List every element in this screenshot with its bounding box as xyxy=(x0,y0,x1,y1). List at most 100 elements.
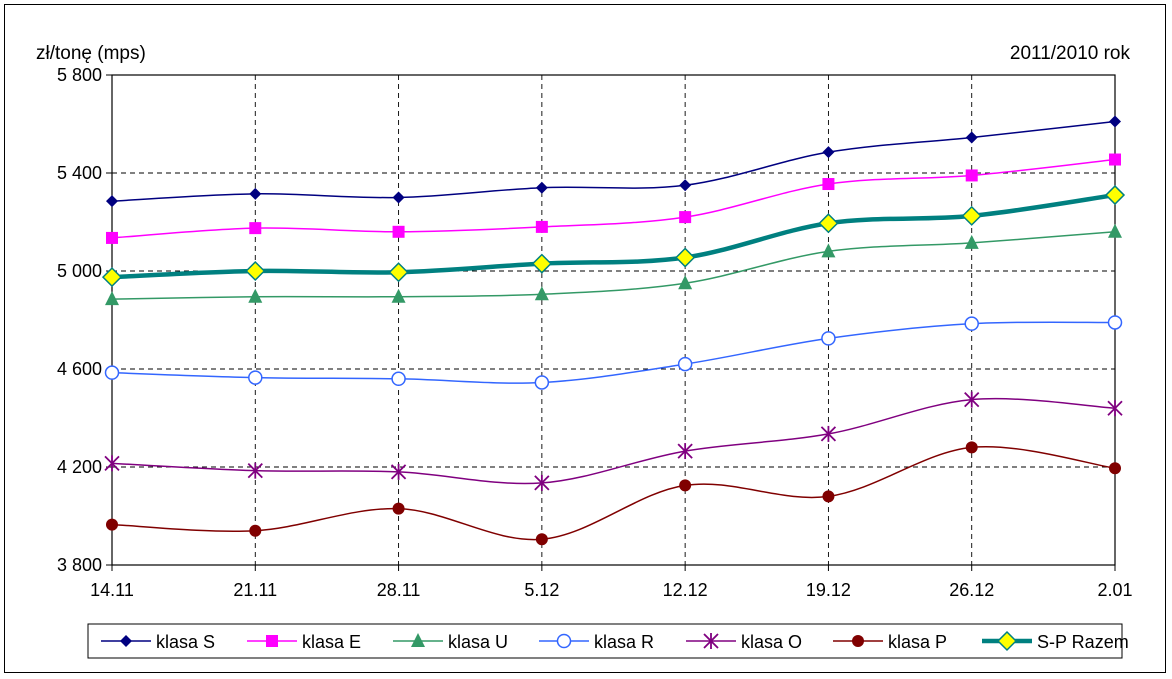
legend-label: klasa R xyxy=(594,632,654,652)
legend-label: klasa E xyxy=(302,632,361,652)
legend-label: klasa O xyxy=(741,632,802,652)
data-point-klasa-r xyxy=(677,356,693,372)
legend-item-klasa-e: klasa E xyxy=(247,632,361,652)
data-point-klasa-p xyxy=(1109,462,1121,475)
data-point-klasa-u xyxy=(534,286,549,301)
x-tick-label: 12.12 xyxy=(663,580,708,600)
data-point-klasa-s xyxy=(106,195,118,208)
data-point-klasa-e xyxy=(1109,153,1121,166)
data-point-klasa-s xyxy=(965,131,978,144)
data-point-klasa-r xyxy=(104,365,120,380)
data-point-s-p-razem xyxy=(101,267,123,288)
data-point-klasa-r xyxy=(248,370,263,385)
data-point-klasa-e xyxy=(679,211,692,224)
series-group xyxy=(101,115,1126,546)
data-point-klasa-u xyxy=(391,288,406,303)
legend-label: S-P Razem xyxy=(1037,632,1129,652)
legend: klasa S klasa E klasa U klasa R klasa O klasa… xyxy=(101,630,1129,652)
series-line-klasa-s xyxy=(111,120,1116,202)
data-point-klasa-e xyxy=(249,222,262,235)
annotation-year: 2011/2010 rok xyxy=(1010,43,1131,64)
series-klasa-o xyxy=(104,391,1123,491)
data-point-klasa-e xyxy=(535,220,548,233)
series-line-klasa-e xyxy=(111,158,1116,239)
x-tick-label: 19.12 xyxy=(806,580,851,600)
data-point-klasa-e xyxy=(822,178,835,191)
data-point-s-p-razem xyxy=(675,247,696,268)
data-point-klasa-e xyxy=(965,169,978,182)
data-point-klasa-s xyxy=(535,181,548,194)
data-point-klasa-o xyxy=(390,463,407,480)
data-point-klasa-o xyxy=(247,462,263,479)
data-point-klasa-r xyxy=(1107,315,1123,330)
legend-label: klasa S xyxy=(156,632,215,652)
data-point-klasa-u xyxy=(678,275,693,290)
data-point-s-p-razem xyxy=(961,205,982,226)
legend-swatch-marker xyxy=(996,630,1018,652)
series-line-klasa-u xyxy=(111,231,1116,300)
data-point-klasa-o xyxy=(677,443,693,460)
data-point-klasa-s xyxy=(679,179,692,192)
y-tick-label: 5 000 xyxy=(57,261,102,281)
legend-item-klasa-o: klasa O xyxy=(686,632,802,652)
legend-swatch-marker xyxy=(120,635,132,647)
data-point-klasa-r xyxy=(821,331,836,346)
data-point-klasa-s xyxy=(249,187,262,200)
data-point-klasa-s xyxy=(392,191,405,204)
x-tick-label: 21.11 xyxy=(233,580,277,600)
data-point-klasa-r xyxy=(534,375,550,390)
legend-swatch-marker xyxy=(703,633,719,649)
data-point-klasa-u xyxy=(821,243,836,258)
data-point-klasa-e xyxy=(392,225,405,238)
legend-swatch-marker xyxy=(411,633,425,647)
series-klasa-u xyxy=(105,223,1122,306)
legend-item-s-p-razem: S-P Razem xyxy=(982,630,1129,652)
axes: 3 800 4 200 4 600 5 000 5 400 5 800 14.11 21.11… xyxy=(57,65,1133,600)
data-point-klasa-u xyxy=(1108,223,1122,238)
data-point-klasa-e xyxy=(106,231,118,244)
data-point-klasa-p xyxy=(679,479,692,492)
data-point-s-p-razem xyxy=(245,260,266,282)
series-klasa-p xyxy=(106,441,1121,546)
series-klasa-s xyxy=(106,115,1121,208)
legend-swatch-marker xyxy=(266,635,278,647)
x-tick-label: 14.11 xyxy=(90,580,134,600)
data-point-klasa-u xyxy=(964,234,979,249)
data-point-klasa-o xyxy=(820,425,837,442)
data-point-klasa-p xyxy=(392,502,405,515)
plot-area xyxy=(111,74,1116,566)
data-point-klasa-r xyxy=(964,316,979,331)
series-klasa-e xyxy=(106,153,1121,244)
series-klasa-r xyxy=(104,315,1123,390)
data-point-s-p-razem xyxy=(818,213,839,234)
data-point-klasa-o xyxy=(104,455,120,472)
series-s-p-razem xyxy=(101,184,1126,288)
y-tick-label: 4 600 xyxy=(57,359,102,379)
x-tick-label: 5.12 xyxy=(524,580,559,600)
legend-swatch-marker xyxy=(556,633,572,649)
data-point-klasa-p xyxy=(965,441,978,454)
y-axis-label: zł/tonę (mps) xyxy=(36,43,146,64)
data-point-klasa-o xyxy=(534,474,550,491)
data-point-klasa-p xyxy=(535,533,548,546)
legend-item-klasa-s: klasa S xyxy=(101,632,215,652)
x-tick-label: 28.11 xyxy=(377,580,421,600)
data-point-klasa-p xyxy=(106,518,118,531)
data-point-klasa-p xyxy=(249,524,262,537)
data-point-klasa-r xyxy=(391,371,406,387)
legend-item-klasa-p: klasa P xyxy=(833,632,947,652)
legend-label: klasa U xyxy=(448,632,508,652)
data-point-klasa-p xyxy=(822,490,835,503)
series-line-klasa-p xyxy=(111,446,1116,541)
series-line-klasa-r xyxy=(111,321,1116,384)
data-point-klasa-s xyxy=(822,146,835,159)
legend-swatch-marker xyxy=(852,635,864,647)
data-point-s-p-razem xyxy=(388,262,409,283)
data-point-klasa-o xyxy=(964,391,980,408)
y-tick-label: 3 800 xyxy=(57,555,102,575)
series-line-klasa-o xyxy=(111,397,1116,485)
data-point-klasa-s xyxy=(1109,115,1121,128)
y-tick-label: 5 800 xyxy=(57,65,102,85)
y-tick-label: 4 200 xyxy=(57,457,102,477)
